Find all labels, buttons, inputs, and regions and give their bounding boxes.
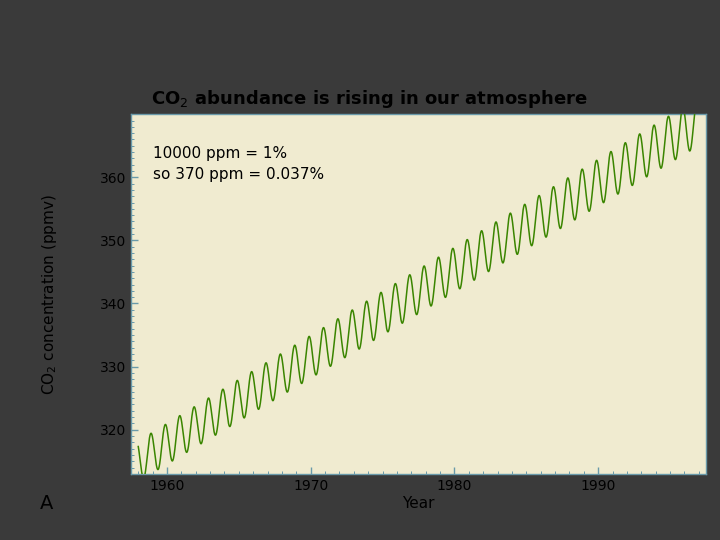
Text: CO$_2$ concentration (ppmv): CO$_2$ concentration (ppmv) — [40, 193, 59, 395]
Text: Year: Year — [402, 496, 435, 511]
Text: 10000 ppm = 1%
so 370 ppm = 0.037%: 10000 ppm = 1% so 370 ppm = 0.037% — [153, 146, 324, 182]
Text: A: A — [40, 494, 53, 513]
Text: CO$_2$ abundance is rising in our atmosphere: CO$_2$ abundance is rising in our atmosp… — [151, 89, 588, 110]
